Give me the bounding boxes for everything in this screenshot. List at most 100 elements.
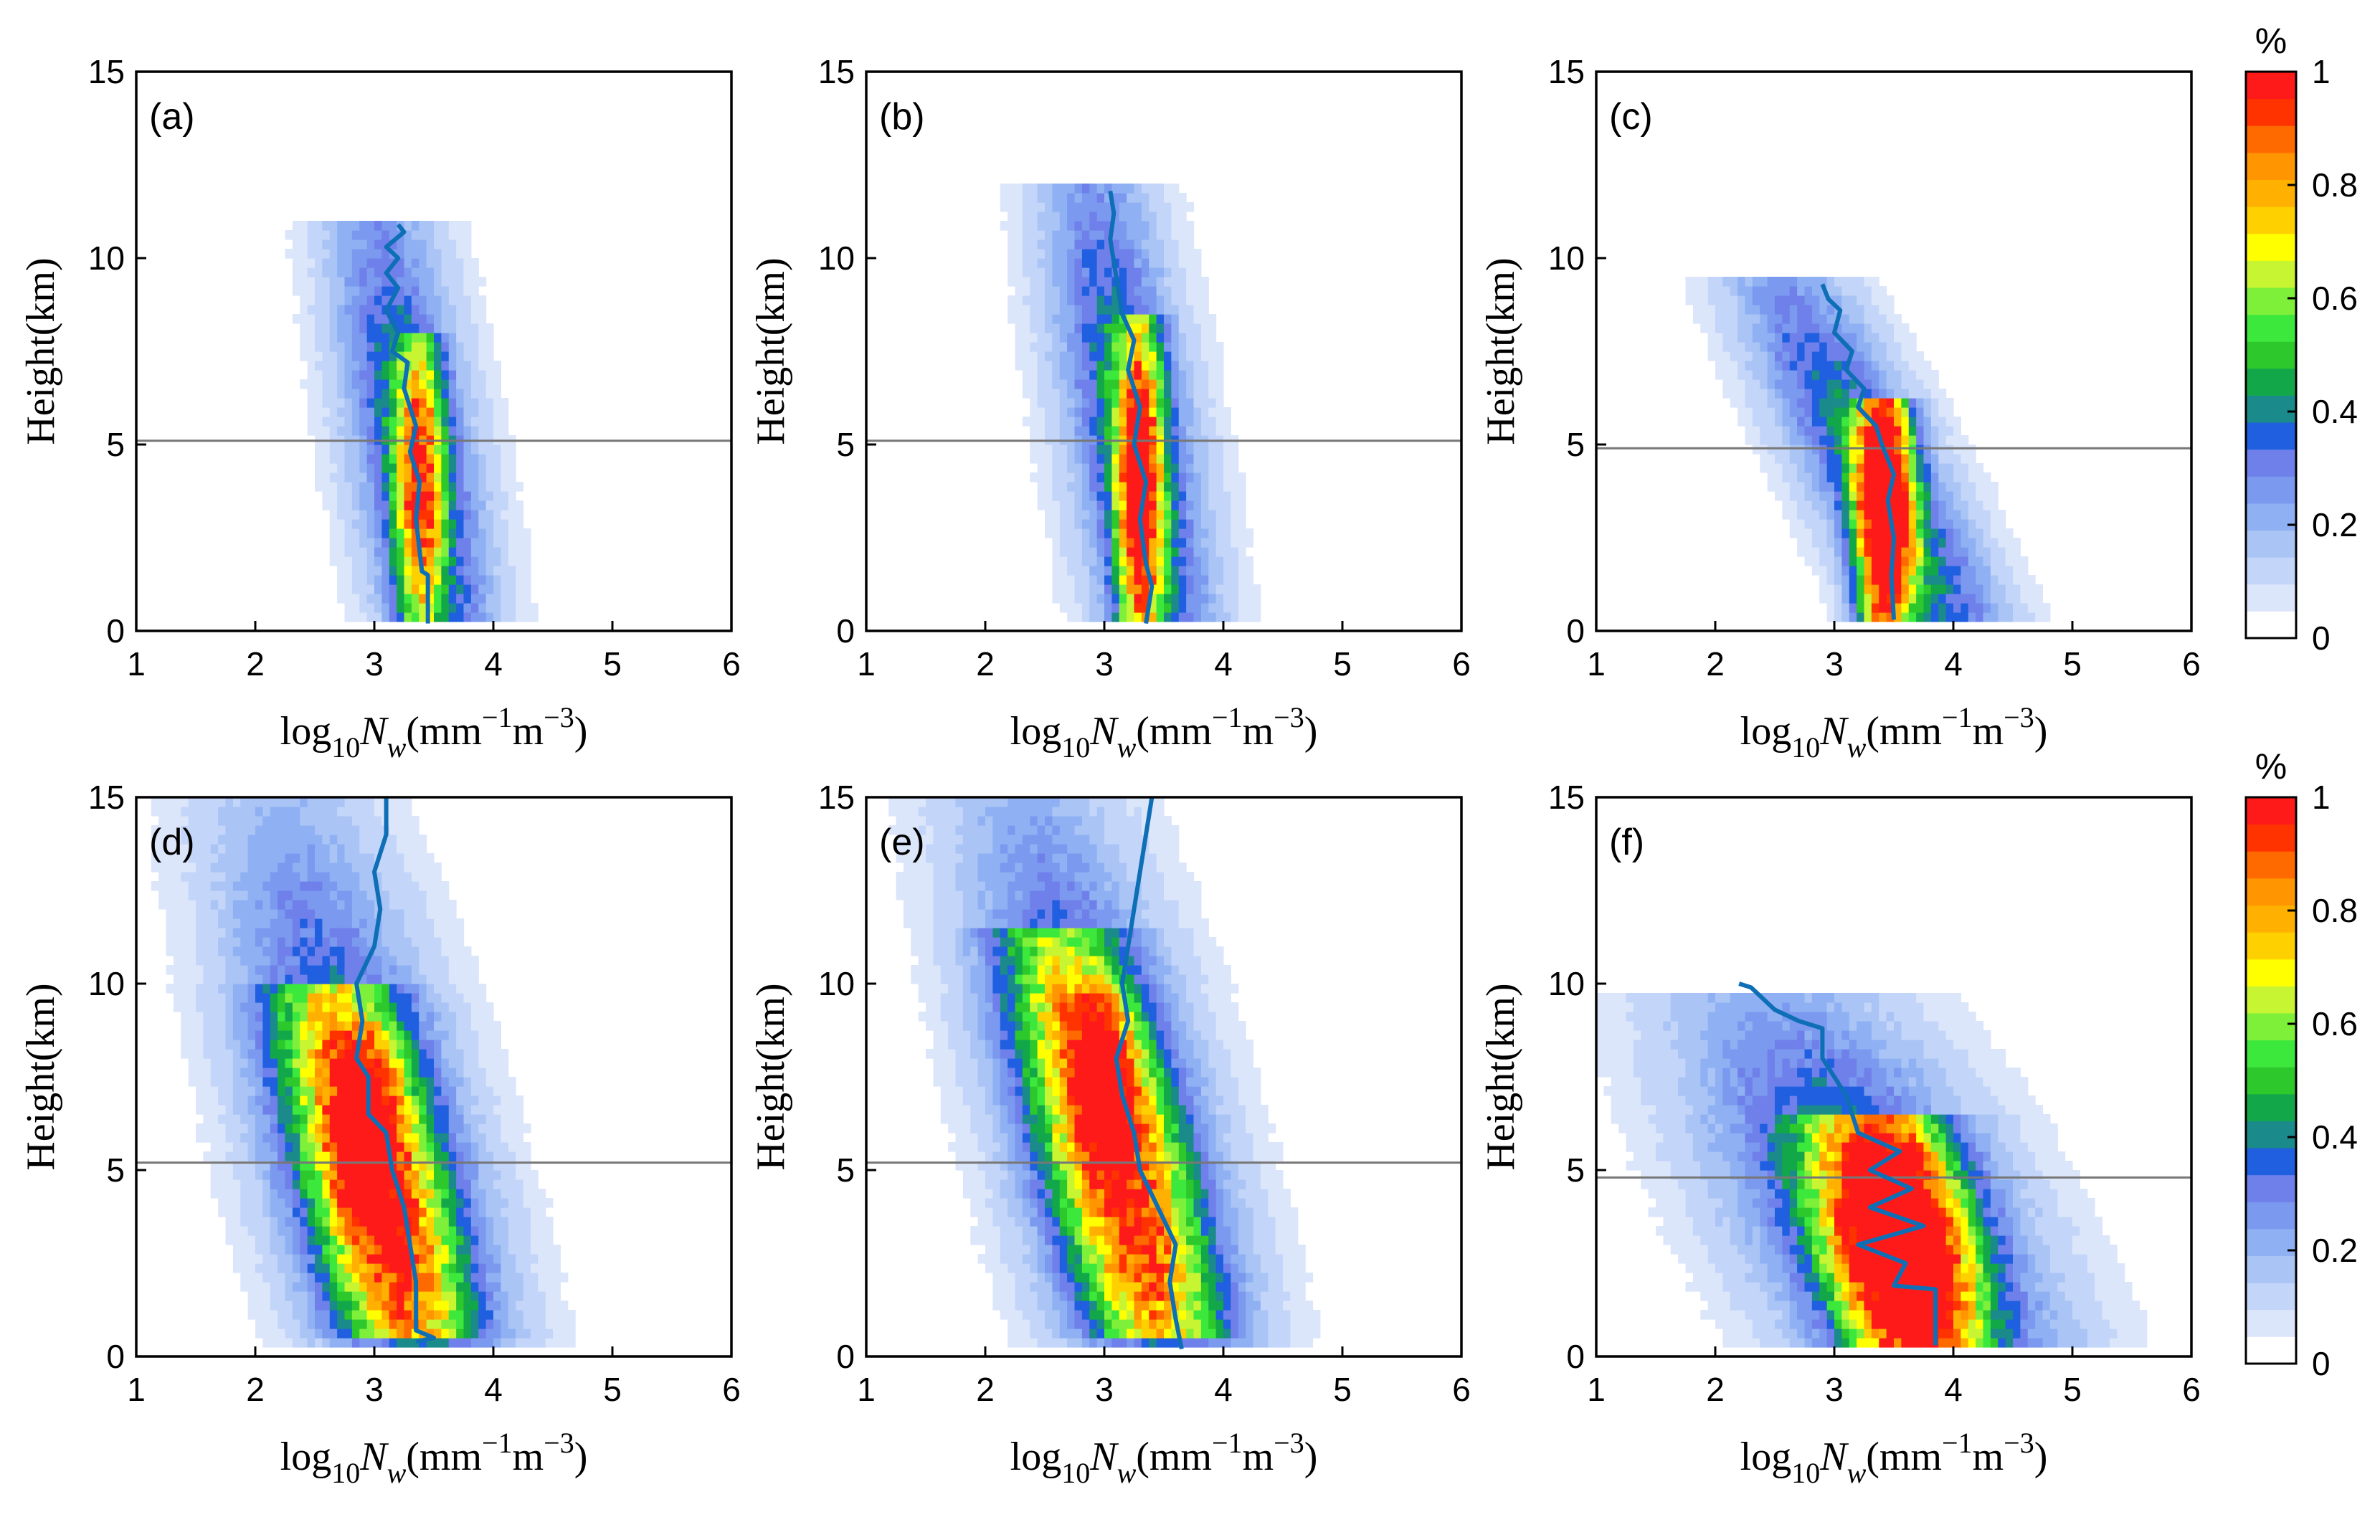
heatmap-cell: [1127, 239, 1135, 249]
heatmap-cell: [1834, 370, 1842, 380]
heatmap-cell: [1923, 566, 1932, 576]
heatmap-cell: [1894, 566, 1902, 576]
heatmap-cell: [434, 1058, 442, 1068]
heatmap-cell: [1074, 267, 1083, 277]
heatmap-cell: [1030, 184, 1038, 194]
heatmap-cell: [1089, 612, 1098, 622]
heatmap-cell: [1127, 528, 1135, 538]
heatmap-cell: [1745, 295, 1753, 305]
heatmap-cell: [463, 556, 472, 566]
heatmap-cell: [1775, 435, 1783, 445]
heatmap-cell: [1983, 472, 1991, 483]
heatmap-cell: [351, 1142, 360, 1152]
heatmap-cell: [1797, 472, 1806, 483]
heatmap-cell: [344, 1151, 353, 1161]
heatmap-cell: [1186, 510, 1195, 520]
heatmap-cell: [359, 1245, 368, 1255]
heatmap-cell: [1149, 221, 1157, 231]
heatmap-cell: [1901, 351, 1910, 361]
heatmap-cell: [434, 1217, 442, 1227]
heatmap-cell: [1186, 491, 1195, 501]
heatmap-cell: [478, 379, 487, 389]
heatmap-cell: [359, 351, 368, 361]
heatmap-cell: [278, 1179, 286, 1189]
heatmap-cell: [1156, 454, 1165, 464]
heatmap-cell: [337, 379, 346, 389]
heatmap-cell: [1164, 566, 1172, 576]
heatmap-cell: [1052, 258, 1061, 268]
x-tick-label: 1: [127, 645, 146, 683]
heatmap-cell: [1901, 482, 1910, 492]
heatmap-cell: [389, 370, 397, 380]
heatmap-cell: [1760, 435, 1768, 445]
heatmap-cell: [1104, 584, 1112, 594]
heatmap-cell: [1186, 286, 1195, 296]
heatmap-cell: [545, 1254, 554, 1264]
heatmap-cell: [1961, 603, 1969, 613]
heatmap-cell: [344, 556, 353, 566]
heatmap-cell: [285, 1189, 293, 1199]
heatmap-cell: [463, 277, 472, 287]
heatmap-cell: [225, 1151, 234, 1161]
heatmap-cell: [247, 1282, 256, 1292]
heatmap-cell: [1037, 202, 1046, 212]
heatmap-cell: [1030, 314, 1038, 324]
heatmap-cell: [404, 1301, 412, 1311]
heatmap-cell: [470, 1198, 479, 1208]
heatmap-cell: [470, 1254, 479, 1264]
heatmap-cell: [366, 1198, 375, 1208]
heatmap-cell: [1849, 566, 1857, 576]
heatmap-cell: [292, 267, 300, 277]
heatmap-cell: [344, 1254, 353, 1264]
heatmap-cell: [389, 221, 397, 231]
heatmap-cell: [1022, 323, 1030, 333]
heatmap-cell: [1030, 305, 1038, 315]
heatmap-cell: [523, 1235, 531, 1245]
heatmap-cell: [1208, 547, 1217, 557]
heatmap-cell: [1804, 547, 1813, 557]
heatmap-cell: [1045, 286, 1053, 296]
heatmap-cell: [1030, 277, 1038, 287]
heatmap-cell: [1081, 351, 1090, 361]
heatmap-cell: [419, 1151, 427, 1161]
heatmap-cell: [1961, 519, 1969, 529]
heatmap-cell: [456, 1077, 465, 1087]
heatmap-cell: [397, 1179, 405, 1189]
heatmap-cell: [218, 1105, 227, 1115]
heatmap-cell: [285, 1319, 293, 1329]
heatmap-cell: [1722, 323, 1731, 333]
heatmap-cell: [307, 277, 316, 287]
heatmap-cell: [1819, 445, 1828, 455]
heatmap-cell: [501, 1338, 509, 1348]
heatmap-cell: [1015, 295, 1023, 305]
heatmap-cell: [470, 1170, 479, 1180]
heatmap-cell: [1894, 407, 1902, 417]
heatmap-cell: [397, 510, 405, 520]
heatmap-cell: [270, 1282, 278, 1292]
heatmap-cell: [1045, 519, 1053, 529]
heatmap-cell: [359, 295, 368, 305]
heatmap-cell: [262, 1161, 271, 1171]
heatmap-cell: [508, 1207, 516, 1217]
heatmap-cell: [419, 575, 427, 585]
heatmap-cell: [374, 1319, 382, 1329]
heatmap-cell: [381, 295, 390, 305]
heatmap-cell: [381, 249, 390, 259]
heatmap-cell: [1811, 389, 1820, 399]
heatmap-cell: [1059, 584, 1068, 594]
heatmap-cell: [463, 1077, 472, 1087]
heatmap-cell: [1045, 249, 1053, 259]
heatmap-cell: [1156, 519, 1165, 529]
heatmap-cell: [270, 1179, 278, 1189]
heatmap-cell: [1849, 547, 1857, 557]
heatmap-cell: [1141, 584, 1149, 594]
heatmap-cell: [1067, 612, 1076, 622]
heatmap-cell: [1841, 463, 1850, 473]
heatmap-cell: [344, 1291, 353, 1301]
heatmap-cell: [516, 1338, 524, 1348]
heatmap-cell: [307, 1179, 316, 1189]
heatmap-cell: [344, 566, 353, 576]
heatmap-cell: [419, 538, 427, 548]
heatmap-cell: [1811, 342, 1820, 352]
heatmap-cell: [516, 1273, 524, 1283]
